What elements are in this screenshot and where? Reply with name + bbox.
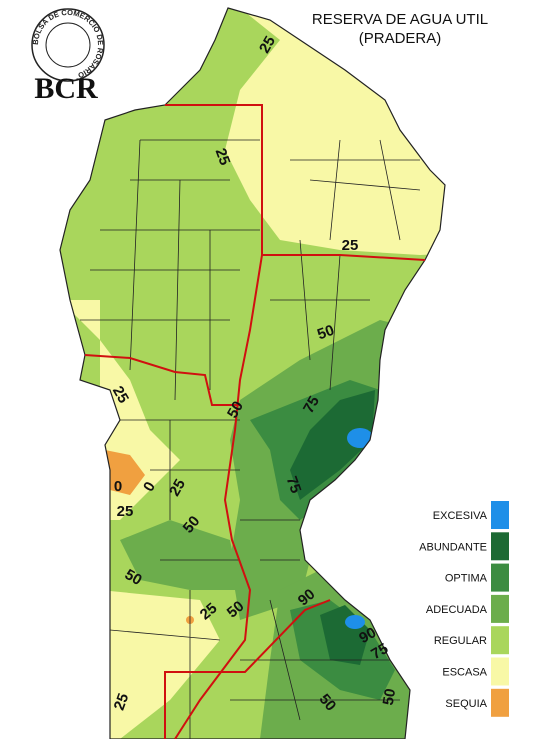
contour-label: 50 — [122, 566, 145, 589]
contour-label: 25 — [212, 146, 234, 167]
legend-swatch — [491, 532, 509, 561]
logo-text: BCR — [34, 72, 98, 105]
legend-swatch — [491, 626, 509, 655]
contour-label: 75 — [368, 640, 391, 663]
legend-swatch — [491, 563, 509, 592]
legend-swatch — [491, 657, 509, 686]
legend-swatch — [491, 501, 509, 529]
contour-label: 25 — [166, 476, 189, 499]
contour-label: 75 — [300, 393, 323, 416]
legend-label: SEQUIA — [445, 698, 487, 710]
border-line — [165, 104, 263, 739]
contour-label: 50 — [224, 398, 247, 421]
border-line — [84, 354, 240, 406]
legend-label: ABUNDANTE — [419, 541, 487, 553]
border-line — [164, 599, 331, 739]
legend-label: REGULAR — [434, 635, 487, 647]
contour-label: 25 — [342, 237, 359, 254]
contour-label: 90 — [356, 624, 379, 647]
contour-label: 25 — [111, 691, 133, 712]
legend-swatch — [491, 688, 509, 717]
contour-label: 25 — [256, 33, 279, 56]
contour-label: 75 — [283, 474, 305, 495]
legend-label: OPTIMA — [445, 573, 488, 585]
map-subtitle: (PRADERA) — [359, 30, 442, 47]
map-title: RESERVA DE AGUA UTIL — [312, 11, 488, 28]
legend: EXCESIVA ABUNDANTE OPTIMA ADECUADA REGULAR ES… — [419, 501, 509, 717]
legend-label: EXCESIVA — [433, 510, 488, 522]
contour-label: 25 — [109, 383, 132, 406]
contour-label: 25 — [117, 503, 134, 520]
logo: BOLSA DE COMERCIO DE ROSARIO BCR — [31, 8, 105, 105]
contour-label: 0 — [114, 478, 122, 495]
contour-label: 50 — [315, 322, 336, 344]
legend-label: ESCASA — [442, 667, 487, 679]
legend-label: ADECUADA — [426, 604, 488, 616]
contour-label: 50 — [380, 687, 400, 706]
legend-swatch — [491, 594, 509, 623]
border-line — [262, 254, 426, 261]
